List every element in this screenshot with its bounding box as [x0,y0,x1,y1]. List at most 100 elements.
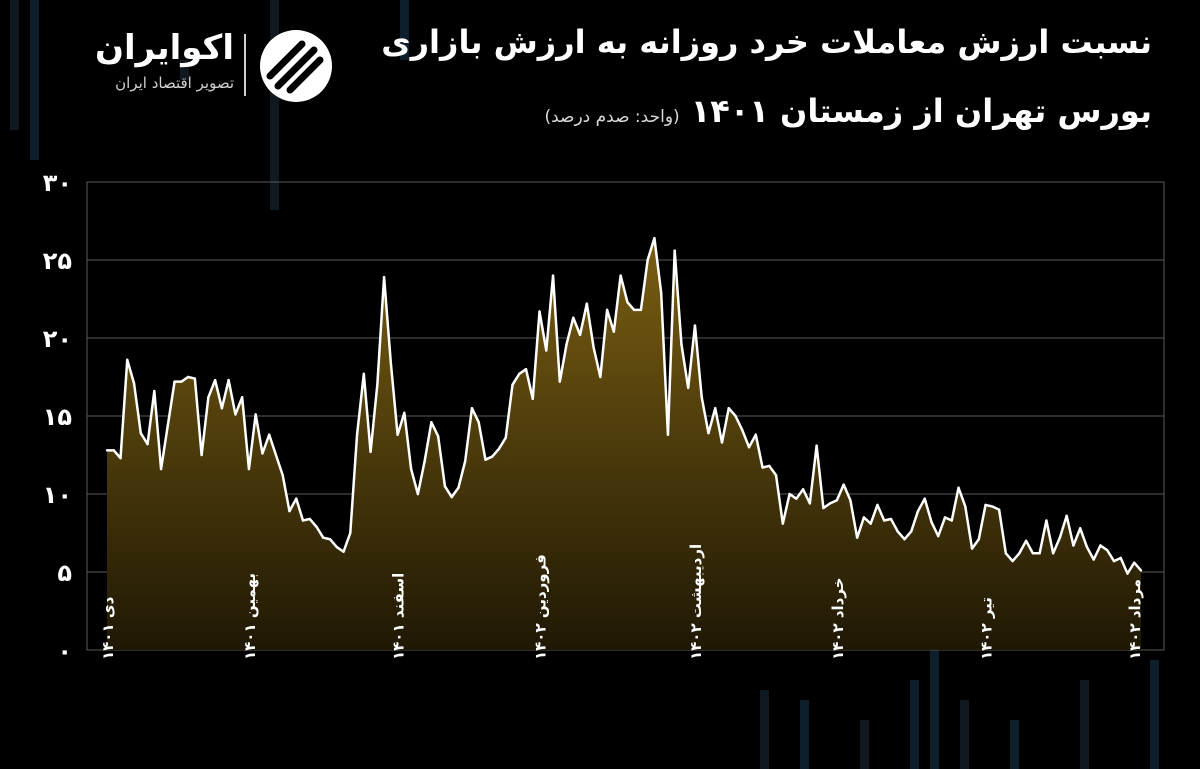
data-point [1092,558,1095,561]
data-point [781,522,785,525]
data-point [497,447,501,450]
data-point [369,450,372,454]
data-point [220,407,224,410]
data-point [207,396,210,399]
data-point [653,236,656,240]
data-point [950,519,953,522]
data-point [538,310,541,313]
bg-decor-bar [760,690,769,769]
data-point [504,436,507,440]
data-point [308,517,311,521]
data-point [240,396,244,399]
y-tick-label: ۳۰ [43,169,72,197]
data-point [923,497,926,500]
data-points [105,236,1143,575]
data-point [382,275,386,279]
bg-decor-bar [860,720,869,769]
data-point [815,444,818,447]
data-point [632,308,636,312]
brand-tagline: تصویر اقتصاد ایران [115,74,234,92]
chart-title-line-2-text: بورس تهران از زمستان ۱۴۰۱ [690,92,1152,130]
data-point [714,407,717,410]
x-tick-label: مرداد ۱۴۰۲ [1126,579,1144,660]
data-point [666,433,670,436]
data-point [1051,552,1055,555]
data-point [768,464,771,468]
data-point [1133,561,1136,564]
data-point [1024,539,1028,542]
y-tick-label: ۵ [57,559,72,587]
data-point [578,333,582,337]
data-point [876,503,879,507]
data-point [518,372,521,376]
data-point [754,433,757,436]
data-point [727,407,730,410]
data-point [693,324,697,327]
chart-unit-label: (واحد: صدم درصد) [544,107,680,127]
data-point [842,483,845,486]
data-point [551,274,555,277]
x-tick-label: خرداد ۱۴۰۲ [829,577,847,660]
data-point [531,397,534,401]
bg-decor-bar [1010,720,1019,769]
data-point [389,361,393,365]
data-point [450,495,453,499]
data-point [964,505,967,508]
data-point [1126,572,1129,575]
x-tick-label: فروردین ۱۴۰۲ [532,554,550,660]
data-point [585,302,589,305]
data-point [1058,536,1062,539]
data-point [234,413,237,416]
data-point [119,456,122,460]
y-tick-label: ۰ [57,637,72,665]
data-point [849,499,852,502]
data-point [470,407,474,410]
bg-decor-bar [10,0,19,130]
data-point [1045,519,1048,522]
data-point [930,520,933,524]
data-point [193,377,197,380]
data-point [477,421,480,424]
data-point [1018,552,1021,555]
data-point [659,291,663,294]
data-point [707,431,710,435]
series-line [107,236,1142,575]
data-point [673,249,676,252]
data-point [545,349,548,352]
data-point [146,442,149,446]
data-point [200,453,203,457]
data-point [281,474,284,477]
data-point [342,550,345,553]
data-point [565,343,568,346]
data-point [166,424,170,427]
data-point [592,346,595,349]
data-point [903,538,906,541]
data-point [910,530,913,533]
data-point [268,433,271,436]
brand-name: اکوایران [95,28,234,68]
data-point [619,274,622,277]
data-point [491,455,494,458]
bg-decor-bar [960,700,969,769]
data-point [734,414,737,418]
data-point [626,300,629,304]
data-point [274,453,278,457]
data-point [747,446,751,449]
data-point [741,428,744,432]
data-point [457,486,460,489]
brand-logo: اکوایران تصویر اقتصاد ایران [44,26,332,106]
data-point [991,505,994,508]
data-point [322,536,325,539]
y-tick-label: ۱۰ [43,481,72,509]
data-point [409,467,413,471]
data-point [423,460,426,463]
x-tick-label: تیر ۱۴۰۲ [978,597,996,660]
data-point [788,492,791,496]
data-point [443,485,447,488]
data-point [977,538,980,541]
data-point [639,308,643,312]
bg-decor-bar [930,560,939,769]
data-point [261,452,264,455]
